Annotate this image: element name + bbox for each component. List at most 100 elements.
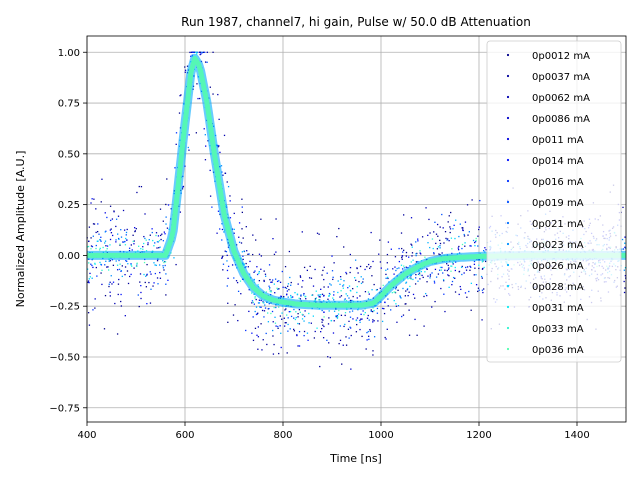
data-point [152, 239, 154, 242]
data-point [484, 247, 486, 249]
data-point [408, 309, 410, 311]
data-point [408, 334, 411, 336]
legend-label: 0p023 mA [532, 240, 584, 251]
data-point [448, 275, 450, 277]
data-point [198, 51, 201, 53]
data-point [133, 240, 135, 242]
data-point [265, 332, 267, 335]
data-point [438, 253, 440, 255]
data-point [227, 185, 230, 188]
data-point [110, 232, 113, 234]
data-point [425, 268, 428, 270]
data-point [322, 337, 325, 339]
data-point [328, 310, 330, 312]
data-point [95, 244, 97, 247]
data-point [165, 283, 167, 285]
data-point [327, 298, 329, 300]
data-point [285, 294, 288, 296]
data-point [104, 240, 107, 242]
data-point [279, 325, 281, 327]
data-point [434, 221, 436, 223]
data-point [111, 283, 113, 285]
data-point [366, 265, 368, 268]
data-point [344, 312, 347, 314]
data-point [316, 327, 318, 329]
data-point [372, 321, 374, 323]
data-point [104, 294, 107, 297]
data-point [217, 146, 219, 148]
data-point [139, 273, 142, 275]
data-point [227, 302, 229, 304]
data-point [441, 266, 443, 269]
data-point [95, 247, 97, 250]
data-point [263, 310, 266, 312]
data-point [126, 260, 128, 262]
data-point [106, 216, 108, 219]
legend-marker [506, 53, 510, 57]
x-axis-label: Time [ns] [329, 452, 382, 465]
data-point [349, 316, 352, 318]
data-point [268, 302, 270, 305]
data-point [348, 320, 350, 323]
data-point [303, 294, 305, 296]
data-point [161, 233, 163, 235]
data-point [254, 327, 257, 330]
data-point [245, 262, 247, 265]
data-point [147, 243, 149, 246]
data-point [379, 287, 381, 289]
data-point [116, 264, 119, 266]
data-point [297, 316, 299, 318]
data-point [179, 95, 181, 97]
data-point [274, 278, 277, 280]
data-point [360, 276, 362, 278]
data-point [240, 293, 242, 295]
data-point [426, 281, 428, 283]
data-point [368, 338, 370, 341]
data-point [194, 51, 196, 53]
data-point [447, 274, 449, 276]
data-point [223, 134, 226, 137]
data-point [621, 248, 623, 250]
data-point [318, 294, 321, 296]
data-point [318, 299, 320, 301]
data-point [381, 307, 384, 310]
data-point [287, 323, 289, 326]
data-point [309, 265, 311, 268]
data-point [233, 232, 235, 234]
data-point [296, 334, 298, 336]
data-point [111, 218, 114, 220]
data-point [318, 233, 320, 235]
data-point [420, 270, 422, 273]
data-point [273, 343, 275, 346]
data-point [99, 238, 101, 241]
data-point [116, 269, 119, 271]
data-point [463, 233, 465, 236]
data-point [224, 172, 227, 174]
legend-label: 0p028 mA [532, 282, 584, 293]
data-point [180, 94, 182, 96]
data-point [112, 264, 115, 266]
data-point [343, 299, 346, 301]
data-point [270, 312, 272, 315]
data-point [343, 325, 345, 328]
data-point [154, 272, 157, 275]
data-point [119, 263, 121, 265]
data-point [323, 316, 325, 318]
data-point [308, 277, 311, 279]
data-point [88, 226, 91, 228]
data-point [139, 281, 141, 283]
data-point [429, 232, 431, 234]
data-point [190, 51, 193, 53]
data-point [478, 289, 480, 291]
data-point [398, 267, 400, 269]
data-point [127, 282, 130, 285]
data-point [87, 245, 90, 248]
data-point [222, 174, 224, 176]
data-point [190, 55, 192, 57]
data-point [332, 276, 334, 278]
data-point [367, 335, 370, 337]
data-point [465, 266, 467, 269]
data-point [125, 259, 127, 262]
data-point [373, 320, 375, 322]
data-point [100, 201, 102, 203]
